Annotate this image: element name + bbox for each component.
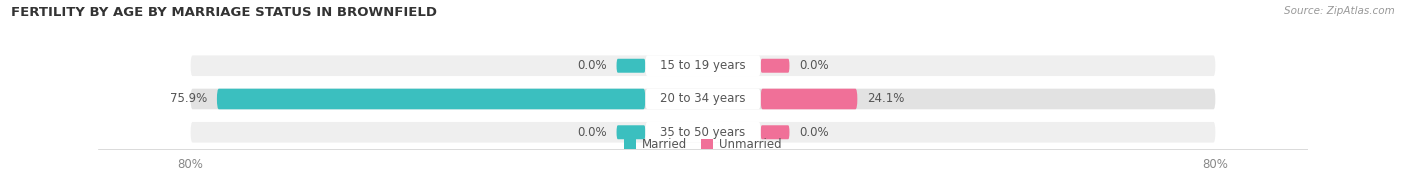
- FancyBboxPatch shape: [617, 59, 645, 73]
- Text: Source: ZipAtlas.com: Source: ZipAtlas.com: [1284, 6, 1395, 16]
- FancyBboxPatch shape: [191, 89, 1215, 109]
- Text: 75.9%: 75.9%: [170, 93, 207, 105]
- Text: 0.0%: 0.0%: [799, 126, 828, 139]
- FancyBboxPatch shape: [645, 55, 761, 76]
- FancyBboxPatch shape: [761, 59, 789, 73]
- Text: 15 to 19 years: 15 to 19 years: [661, 59, 745, 72]
- Text: 35 to 50 years: 35 to 50 years: [661, 126, 745, 139]
- FancyBboxPatch shape: [191, 122, 1215, 142]
- FancyBboxPatch shape: [217, 89, 645, 109]
- FancyBboxPatch shape: [191, 55, 1215, 76]
- Text: 0.0%: 0.0%: [578, 126, 607, 139]
- FancyBboxPatch shape: [761, 125, 789, 139]
- FancyBboxPatch shape: [645, 89, 761, 109]
- Text: FERTILITY BY AGE BY MARRIAGE STATUS IN BROWNFIELD: FERTILITY BY AGE BY MARRIAGE STATUS IN B…: [11, 6, 437, 19]
- Text: 0.0%: 0.0%: [578, 59, 607, 72]
- FancyBboxPatch shape: [645, 122, 761, 142]
- Text: 0.0%: 0.0%: [799, 59, 828, 72]
- Legend: Married, Unmarried: Married, Unmarried: [620, 133, 786, 156]
- Text: 24.1%: 24.1%: [868, 93, 904, 105]
- FancyBboxPatch shape: [761, 89, 858, 109]
- Text: 20 to 34 years: 20 to 34 years: [661, 93, 745, 105]
- FancyBboxPatch shape: [617, 125, 645, 139]
